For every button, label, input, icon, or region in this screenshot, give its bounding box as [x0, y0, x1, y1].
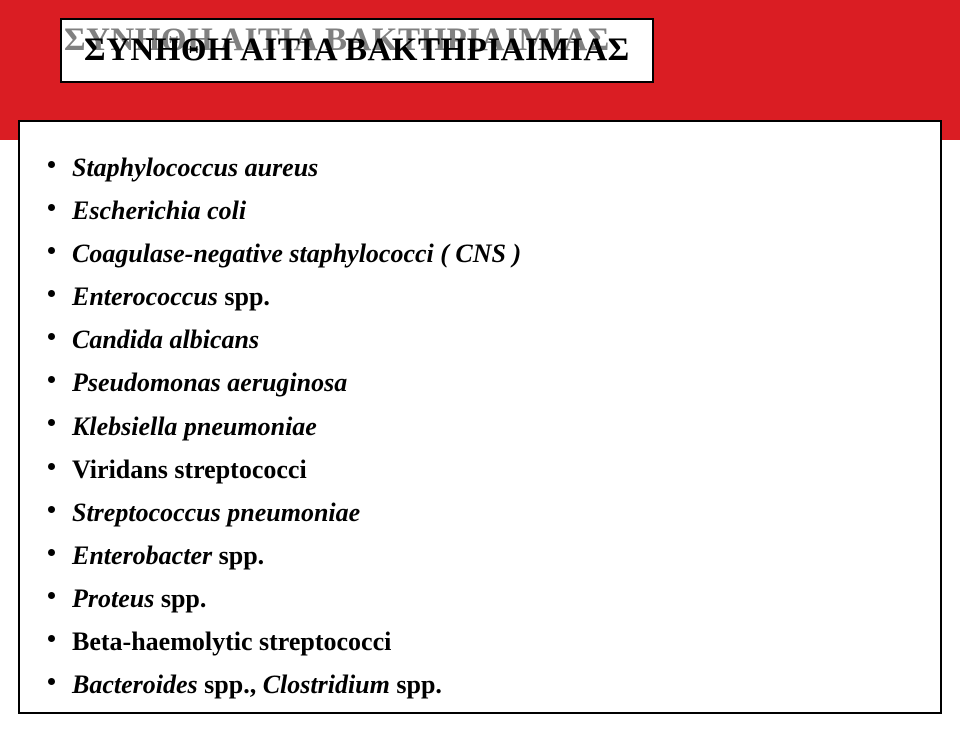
text-segment: spp. — [224, 282, 270, 311]
list-item: Klebsiella pneumoniae — [46, 409, 914, 444]
list-item: Beta-haemolytic streptococci — [46, 624, 914, 659]
list-item: Candida albicans — [46, 322, 914, 357]
bullet-icon — [48, 333, 55, 340]
list-item-text: Proteus spp. — [72, 584, 206, 613]
bullet-icon — [48, 247, 55, 254]
bullet-icon — [48, 204, 55, 211]
list-item-text: Staphylococcus aureus — [72, 153, 318, 182]
list-item-text: Enterobacter spp. — [72, 541, 264, 570]
text-segment: Clostridium — [263, 670, 397, 699]
bullet-icon — [48, 506, 55, 513]
bullet-icon — [48, 678, 55, 685]
list-item: Enterobacter spp. — [46, 538, 914, 573]
list-item-text: Viridans streptococci — [72, 455, 307, 484]
list-item: Escherichia coli — [46, 193, 914, 228]
list-item-text: Escherichia coli — [72, 196, 246, 225]
slide-root: ΣΥΝΗΘΗ ΑΙΤΙΑ ΒΑΚΤΗΡΙΑΙΜΙΑΣ ΣΥΝΗΘΗ ΑΙΤΙΑ … — [0, 0, 960, 734]
bullet-icon — [48, 419, 55, 426]
text-segment: Staphylococcus aureus — [72, 153, 318, 182]
content-box: Staphylococcus aureus Escherichia coli Coa… — [18, 120, 942, 714]
bullet-icon — [48, 290, 55, 297]
list-item: Pseudomonas aeruginosa — [46, 365, 914, 400]
title-main-text: ΣΥΝΗΘΗ ΑΙΤΙΑ ΒΑΚΤΗΡΙΑΙΜΙΑΣ — [84, 32, 630, 68]
list-item: Staphylococcus aureus — [46, 150, 914, 185]
text-segment: spp., — [204, 670, 263, 699]
title-box: ΣΥΝΗΘΗ ΑΙΤΙΑ ΒΑΚΤΗΡΙΑΙΜΙΑΣ ΣΥΝΗΘΗ ΑΙΤΙΑ … — [60, 18, 654, 83]
text-segment: spp. — [161, 584, 207, 613]
list-item: Bacteroides spp., Clostridium spp. — [46, 667, 914, 702]
list-item: Enterococcus spp. — [46, 279, 914, 314]
text-segment: Pseudomonas aeruginosa — [72, 368, 347, 397]
text-segment: Enterobacter — [72, 541, 219, 570]
text-segment: Beta-haemolytic streptococci — [72, 627, 391, 656]
bullet-list: Staphylococcus aureus Escherichia coli Coa… — [46, 150, 914, 702]
list-item-text: Bacteroides spp., Clostridium spp. — [72, 670, 442, 699]
list-item: Proteus spp. — [46, 581, 914, 616]
bullet-icon — [48, 635, 55, 642]
list-item: Viridans streptococci — [46, 452, 914, 487]
text-segment: spp. — [396, 670, 442, 699]
list-item-text: Coagulase-negative staphylococci ( CNS ) — [72, 239, 521, 268]
bullet-icon — [48, 549, 55, 556]
list-item-text: Klebsiella pneumoniae — [72, 412, 317, 441]
text-segment: Enterococcus — [72, 282, 224, 311]
list-item: Coagulase-negative staphylococci ( CNS ) — [46, 236, 914, 271]
text-segment: Candida albicans — [72, 325, 259, 354]
text-segment: Bacteroides — [72, 670, 204, 699]
list-item-text: Pseudomonas aeruginosa — [72, 368, 347, 397]
text-segment: Coagulase-negative staphylococci ( CNS ) — [72, 239, 521, 268]
bullet-icon — [48, 463, 55, 470]
text-segment: Proteus — [72, 584, 161, 613]
text-segment: Escherichia coli — [72, 196, 246, 225]
text-segment: Klebsiella pneumoniae — [72, 412, 317, 441]
list-item-text: Beta-haemolytic streptococci — [72, 627, 391, 656]
list-item-text: Enterococcus spp. — [72, 282, 270, 311]
bullet-icon — [48, 592, 55, 599]
text-segment: Streptococcus pneumoniae — [72, 498, 360, 527]
list-item-text: Candida albicans — [72, 325, 259, 354]
list-item-text: Streptococcus pneumoniae — [72, 498, 360, 527]
list-item: Streptococcus pneumoniae — [46, 495, 914, 530]
slide-title: ΣΥΝΗΘΗ ΑΙΤΙΑ ΒΑΚΤΗΡΙΑΙΜΙΑΣ ΣΥΝΗΘΗ ΑΙΤΙΑ … — [84, 32, 630, 69]
bullet-icon — [48, 376, 55, 383]
text-segment: spp. — [219, 541, 265, 570]
text-segment: Viridans streptococci — [72, 455, 307, 484]
bullet-icon — [48, 161, 55, 168]
